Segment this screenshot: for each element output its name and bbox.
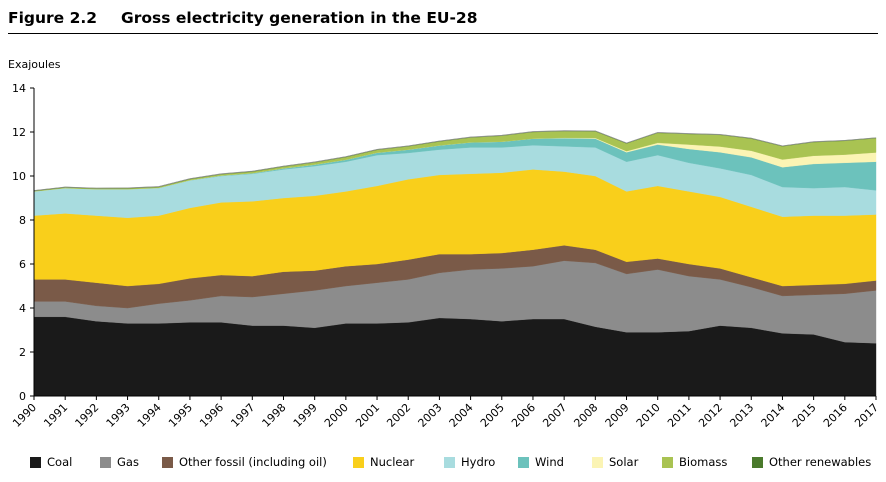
legend-item: Biomass: [662, 454, 727, 470]
x-tick-label: 2014: [759, 401, 788, 430]
legend-label: Solar: [609, 455, 639, 469]
x-tick-label: 2016: [821, 401, 850, 430]
legend-swatch: [353, 456, 364, 468]
legend-item: Solar: [592, 454, 638, 470]
x-tick-label: 2002: [384, 401, 413, 430]
x-tick-label: 2017: [852, 401, 881, 430]
x-tick-label: 2006: [509, 401, 538, 430]
figure-number: Figure 2.2: [8, 9, 98, 27]
x-tick-label: 2003: [416, 401, 445, 430]
chart-legend: Coal Gas Other fossil (including oil) Nucle…: [30, 454, 880, 470]
legend-item: Wind: [518, 454, 564, 470]
x-tick-label: 2005: [478, 401, 507, 430]
legend-label: Other renewables: [769, 455, 872, 469]
legend-swatch: [444, 456, 455, 468]
legend-label: Wind: [535, 455, 564, 469]
y-tick-label: 10: [12, 170, 26, 183]
figure-header: Figure 2.2 Gross electricity generation …: [8, 6, 876, 34]
legend-swatch: [518, 456, 529, 468]
x-axis: 1990 1991 1992 1993 1994 1995 1996 1997 1998 1999…: [10, 395, 881, 430]
y-tick-label: 4: [19, 302, 26, 315]
x-tick-label: 2007: [540, 401, 569, 430]
x-tick-label: 2013: [727, 401, 756, 430]
stacked-areas: [33, 130, 877, 397]
x-tick-label: 2009: [603, 401, 632, 430]
legend-item: Other fossil (including oil): [162, 454, 327, 470]
y-tick-label: 8: [19, 214, 26, 227]
y-tick-label: 14: [12, 82, 26, 95]
y-axis-label: Exajoules: [8, 58, 61, 71]
y-tick-label: 0: [19, 390, 26, 403]
x-tick-label: 1994: [135, 401, 164, 430]
x-tick-label: 2015: [790, 401, 819, 430]
x-tick-label: 1993: [104, 401, 133, 430]
legend-item: Nuclear: [353, 454, 414, 470]
y-tick-label: 2: [19, 346, 26, 359]
x-tick-label: 2004: [447, 401, 476, 430]
legend-swatch: [100, 456, 111, 468]
legend-swatch: [592, 456, 603, 468]
legend-swatch: [30, 456, 41, 468]
x-tick-label: 1999: [291, 401, 320, 430]
stack-top-outline: [33, 130, 877, 191]
x-tick-label: 2001: [353, 401, 382, 430]
legend-label: Biomass: [679, 455, 728, 469]
x-tick-label: 2008: [571, 401, 600, 430]
x-tick-label: 1996: [197, 401, 226, 430]
legend-item: Other renewables: [752, 454, 871, 470]
x-tick-label: 2010: [634, 401, 663, 430]
legend-label: Gas: [117, 455, 139, 469]
x-tick-label: 2000: [322, 401, 351, 430]
y-tick-label: 12: [12, 126, 26, 139]
legend-item: Coal: [30, 454, 72, 470]
legend-label: Hydro: [461, 455, 496, 469]
x-tick-label: 1998: [260, 401, 289, 430]
x-tick-label: 1990: [10, 401, 39, 430]
x-tick-label: 1991: [41, 401, 70, 430]
figure-title: Gross electricity generation in the EU-2…: [121, 9, 478, 27]
x-tick-label: 1995: [166, 401, 195, 430]
y-axis: 0 2 4 6 8 10 12 14: [12, 82, 35, 403]
x-tick-label: 1992: [73, 401, 102, 430]
legend-item: Hydro: [444, 454, 495, 470]
x-tick-label: 2011: [665, 401, 694, 430]
x-tick-label: 1997: [228, 401, 257, 430]
series-area-coal: [33, 316, 877, 397]
legend-label: Coal: [47, 455, 73, 469]
legend-swatch: [752, 456, 763, 468]
legend-swatch: [662, 456, 673, 468]
x-tick-label: 2012: [696, 401, 725, 430]
legend-item: Gas: [100, 454, 139, 470]
legend-label: Nuclear: [370, 455, 415, 469]
legend-label: Other fossil (including oil): [179, 455, 327, 469]
legend-swatch: [162, 456, 173, 468]
y-tick-label: 6: [19, 258, 26, 271]
header-divider: [8, 33, 878, 34]
